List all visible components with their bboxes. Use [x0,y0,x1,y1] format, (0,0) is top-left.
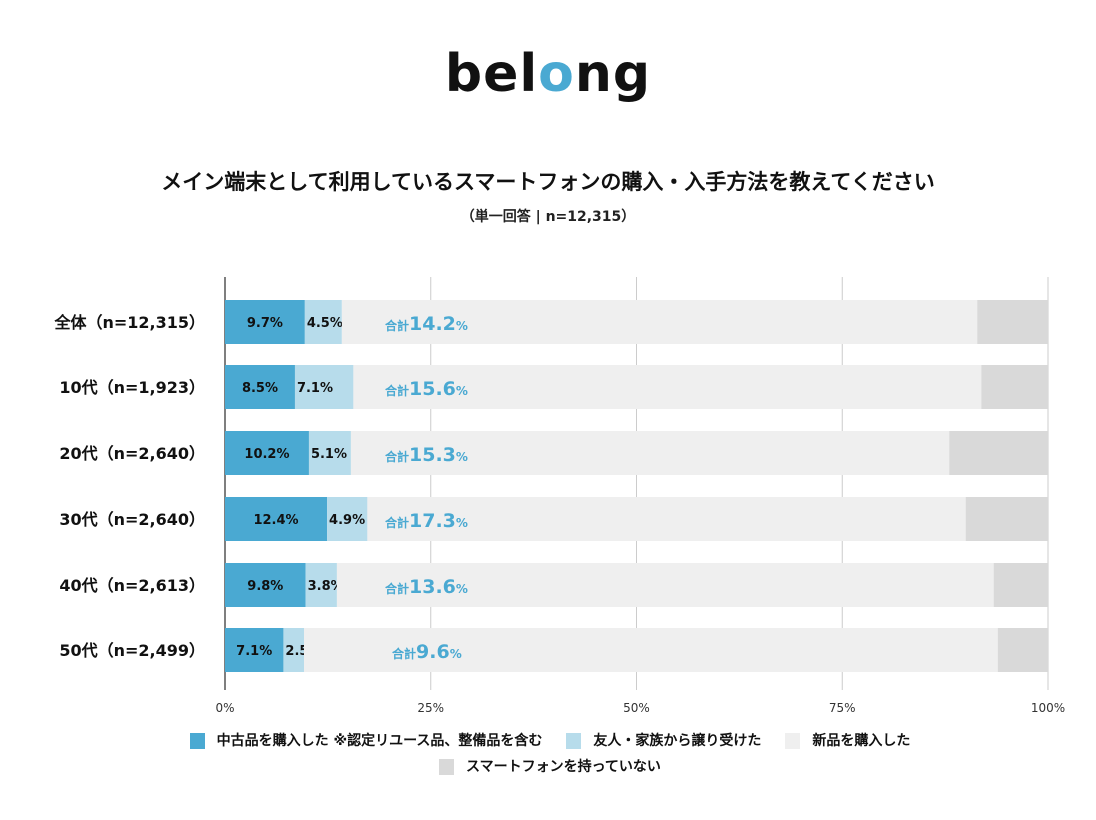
legend-swatch [566,733,582,749]
bar-segment [283,628,305,672]
category-label: 40代（n=2,613） [59,576,205,595]
bar-segment [327,497,368,541]
legend-swatch [189,733,205,749]
category-label: 全体（n=12,315） [53,313,205,332]
total-label: 合計13.6% [385,576,468,598]
x-tick-label: 50% [623,701,650,715]
bar-segment [225,628,284,672]
chart-title: メイン端末として利用しているスマートフォンの購入・入手方法を教えてください [161,170,935,194]
bar-segment [294,365,354,409]
legend-item: 友人・家族から譲り受けた [566,730,761,752]
x-tick-label: 75% [829,701,856,715]
category-label: 20代（n=2,640） [59,444,205,463]
legend-label: 中古品を購入した ※認定リユース品、整備品を含む [216,733,543,749]
bar-segment [225,365,295,409]
data-label: 3.8% [308,579,344,594]
data-label: 10.2% [244,447,289,462]
category-label: 50代（n=2,499） [59,641,205,660]
bar-segment [965,497,1048,541]
data-label: 5.1% [311,447,347,462]
data-label: 12.4% [253,513,298,528]
category-label: 10代（n=1,923） [59,378,205,397]
bar-segment [949,431,1048,475]
bar-segment [353,365,982,409]
bar-segment [225,497,328,541]
legend-item: スマートフォンを持っていない [439,756,661,778]
bar-segment [225,431,309,475]
bar-segment [305,563,337,607]
bar-segment [341,300,978,344]
bar-segment [225,300,305,344]
bar-segment [993,563,1048,607]
legend-label: スマートフォンを持っていない [466,759,661,775]
data-label: 7.1% [236,644,272,659]
bar-segment [225,563,306,607]
total-label: 合計15.6% [385,378,468,400]
data-label: 9.8% [247,579,283,594]
bar-segment [981,365,1048,409]
bar-segment [304,300,342,344]
bar-segment [997,628,1048,672]
total-label: 合計9.6% [392,641,462,663]
legend-item: 中古品を購入した ※認定リユース品、整備品を含む [189,730,543,752]
legend-swatch [785,733,801,749]
bar-segment [336,563,994,607]
legend-label: 新品を購入した [812,733,911,749]
bar-segment [367,497,966,541]
legend: 中古品を購入した ※認定リユース品、整備品を含む 友人・家族から譲り受けた 新品を購… [140,730,960,782]
bar-segment [308,431,351,475]
bar-segment [350,431,950,475]
legend-label: 友人・家族から譲り受けた [593,733,762,749]
belong-logo: belong [444,44,652,104]
x-tick-label: 100% [1031,701,1065,715]
total-label: 合計17.3% [385,510,468,532]
total-label: 合計15.3% [385,444,468,466]
data-label: 9.7% [247,316,283,331]
legend-swatch [439,759,455,775]
bar-segment [977,300,1048,344]
x-tick-label: 25% [417,701,444,715]
chart-subtitle: （単一回答 | n=12,315） [460,209,636,225]
total-label: 合計14.2% [385,313,468,335]
data-label: 7.1% [297,381,333,396]
data-label: 4.9% [329,513,365,528]
legend-item: 新品を購入した [785,730,910,752]
data-label: 4.5% [307,316,343,331]
data-label: 8.5% [242,381,278,396]
category-label: 30代（n=2,640） [59,510,205,529]
bar-segment [304,628,998,672]
x-tick-label: 0% [215,701,234,715]
